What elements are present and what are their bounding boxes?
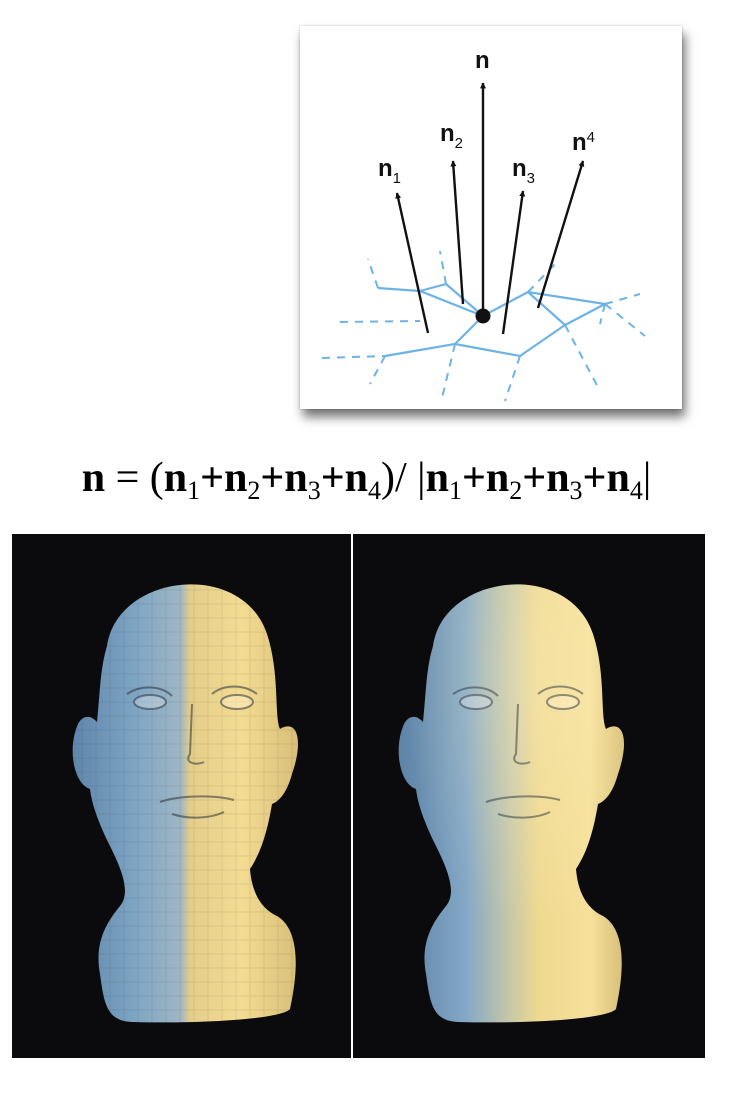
vertex-point [475, 308, 491, 324]
smooth-shaded-head-image [398, 584, 625, 1023]
facial-features [452, 685, 584, 819]
normal-diagram-svg: n n1 n2 n3 n4 [321, 47, 646, 402]
flat-shaded-head-image [72, 584, 299, 1023]
shading-comparison [12, 534, 705, 1058]
flat-shaded-head-panel [12, 534, 351, 1058]
label-n2: n2 [440, 120, 463, 152]
label-n3: n3 [512, 155, 535, 187]
head-silhouette [398, 584, 625, 1023]
head-silhouette [72, 584, 299, 1023]
normal-arrows [395, 82, 585, 335]
normal-average-formula: n = (n1+n2+n3+n4)/ |n1+n2+n3+n4| [81, 455, 652, 505]
face-normal-3-arrow [501, 190, 526, 335]
label-n: n [475, 47, 490, 74]
label-n4: n4 [572, 129, 595, 156]
face-normal-4-arrow [536, 160, 585, 309]
smooth-shaded-head-panel [353, 534, 705, 1058]
mesh-solid-edges [377, 282, 606, 358]
facial-features [126, 685, 258, 819]
face-normal-2-arrow [450, 160, 465, 305]
label-n1: n1 [378, 155, 401, 187]
face-normal-1-arrow [395, 192, 430, 334]
mesh-dashed-edges [321, 250, 646, 402]
normal-diagram: n n1 n2 n3 n4 [300, 26, 682, 409]
